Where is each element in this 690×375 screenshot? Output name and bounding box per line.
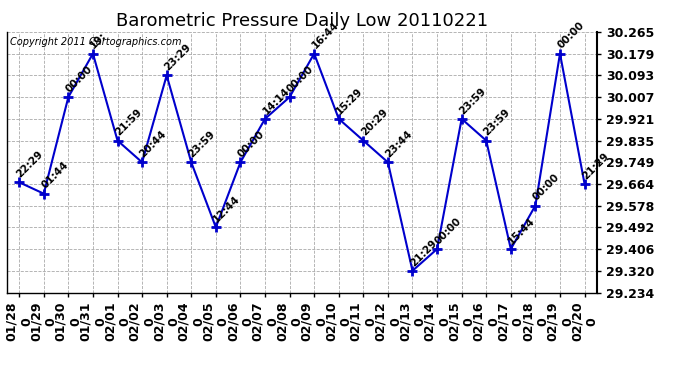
Text: 00:00: 00:00 — [236, 129, 266, 159]
Text: 20:29: 20:29 — [359, 107, 389, 138]
Text: 15:29: 15:29 — [335, 86, 365, 116]
Text: 23:59: 23:59 — [457, 86, 488, 116]
Text: 23:29: 23:29 — [162, 42, 193, 73]
Text: 01:44: 01:44 — [39, 160, 70, 191]
Text: 16:44: 16:44 — [310, 20, 341, 51]
Text: Copyright 2011 Cartographics.com: Copyright 2011 Cartographics.com — [10, 37, 181, 47]
Text: 20:44: 20:44 — [138, 129, 168, 159]
Text: 22:29: 22:29 — [15, 149, 46, 180]
Text: 23:59: 23:59 — [187, 129, 217, 159]
Text: 00:00: 00:00 — [64, 64, 95, 94]
Text: 00:00: 00:00 — [555, 20, 586, 51]
Text: 21:59: 21:59 — [113, 107, 144, 138]
Text: 12:44: 12:44 — [212, 194, 242, 225]
Text: 15:44: 15:44 — [506, 216, 538, 246]
Text: 00:00: 00:00 — [433, 216, 463, 246]
Title: Barometric Pressure Daily Low 20110221: Barometric Pressure Daily Low 20110221 — [116, 12, 488, 30]
Text: 00:00: 00:00 — [285, 64, 316, 94]
Text: 23:59: 23:59 — [482, 107, 513, 138]
Text: 23:44: 23:44 — [384, 129, 414, 159]
Text: 21:29: 21:29 — [408, 238, 439, 268]
Text: 21:29: 21:29 — [580, 151, 611, 181]
Text: 19:: 19: — [88, 31, 109, 51]
Text: 00:00: 00:00 — [531, 172, 562, 203]
Text: 14:14: 14:14 — [261, 86, 291, 116]
